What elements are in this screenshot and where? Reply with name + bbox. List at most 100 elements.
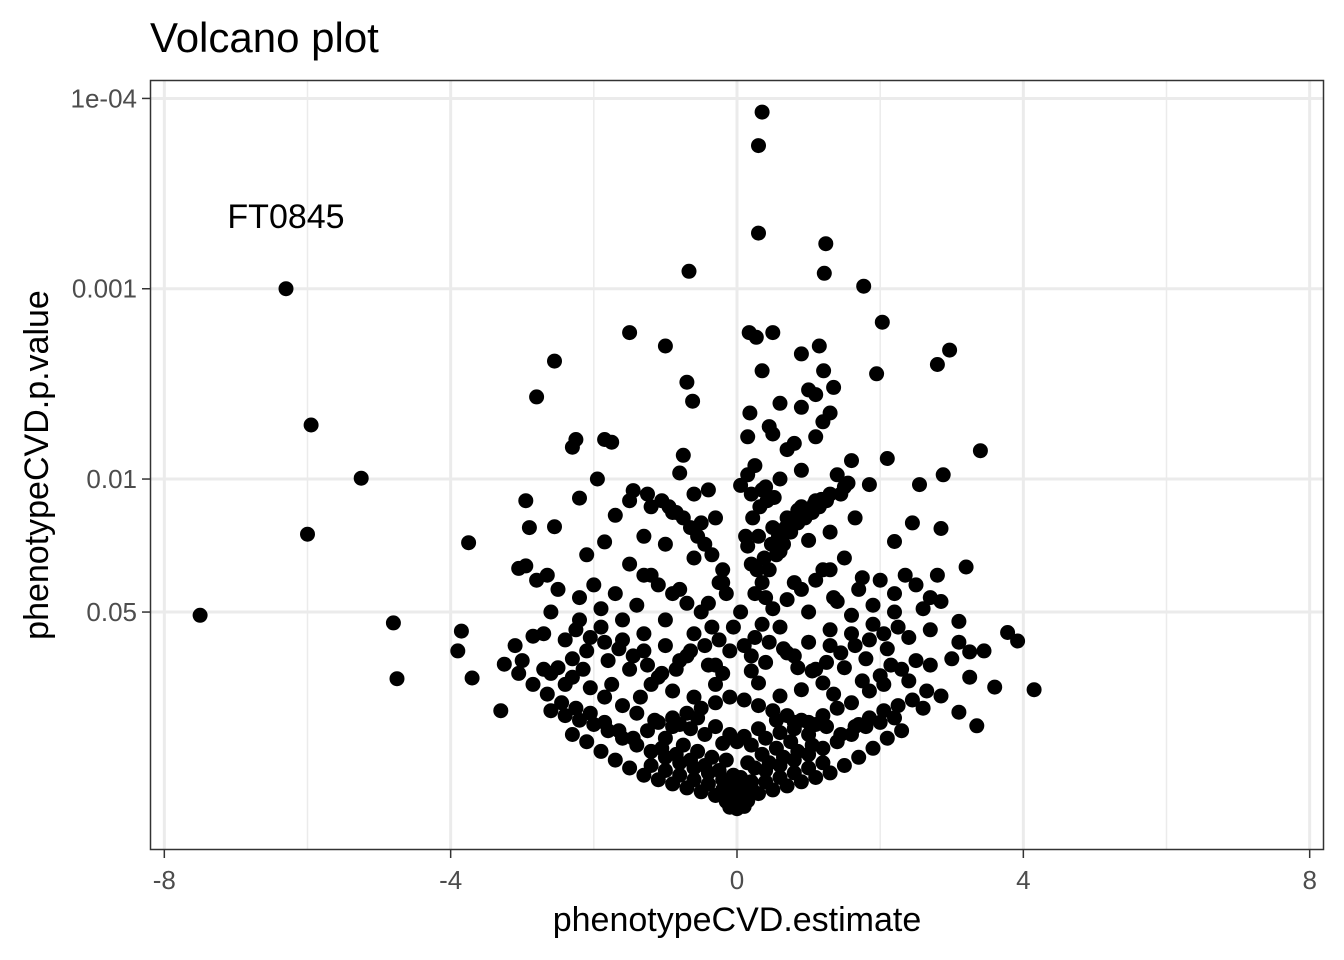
data-point (754, 575, 770, 591)
data-point (816, 363, 832, 379)
data-point (951, 634, 967, 650)
chart-title: Volcano plot (150, 14, 379, 61)
data-point (600, 723, 616, 739)
data-point (672, 755, 688, 771)
data-point (962, 669, 978, 685)
y-axis-label: phenotypeCVD.p.value (18, 290, 56, 640)
data-point (686, 689, 702, 705)
data-point (844, 626, 859, 642)
data-point (636, 528, 652, 544)
data-point (697, 638, 713, 654)
data-point (547, 519, 562, 535)
data-point (912, 477, 927, 493)
data-point (745, 510, 761, 526)
data-point (657, 638, 673, 654)
data-point (450, 643, 466, 659)
data-point (536, 661, 552, 677)
data-point (615, 698, 630, 714)
data-point (582, 705, 598, 721)
data-point (579, 547, 595, 563)
x-tick-label: -8 (153, 865, 176, 895)
data-point (579, 643, 595, 659)
y-tick-label: 1e-04 (71, 83, 138, 113)
data-point (564, 439, 580, 455)
data-point (829, 467, 845, 483)
data-point (643, 676, 659, 692)
data-point (908, 577, 924, 593)
data-point (679, 780, 695, 796)
data-point (811, 338, 827, 354)
data-point (278, 281, 294, 297)
data-point (665, 776, 681, 792)
data-point (640, 657, 655, 673)
data-point (625, 483, 641, 499)
data-point (636, 767, 652, 783)
data-point (593, 743, 609, 759)
data-point (751, 698, 766, 714)
data-point (826, 686, 842, 702)
data-point (915, 700, 931, 716)
data-point (650, 577, 666, 593)
data-point (640, 486, 655, 502)
data-point (611, 641, 627, 657)
data-point (582, 630, 598, 645)
data-point (901, 630, 917, 645)
data-point (704, 547, 720, 563)
data-point (675, 447, 691, 463)
x-tick-label: -4 (439, 865, 462, 895)
data-point (622, 661, 638, 677)
data-point (748, 329, 764, 345)
data-point (756, 550, 772, 566)
data-point (572, 712, 587, 728)
data-point (722, 727, 738, 742)
data-point (768, 712, 784, 728)
data-point (836, 550, 852, 566)
data-point (493, 703, 509, 719)
data-point (822, 524, 838, 540)
data-point (597, 689, 613, 705)
data-point (389, 671, 405, 687)
data-point (657, 338, 673, 354)
data-point (808, 387, 824, 403)
data-point (564, 651, 580, 667)
data-point (708, 719, 723, 735)
data-point (758, 479, 774, 495)
data-point (629, 597, 645, 613)
data-point (887, 710, 902, 726)
data-point (529, 389, 545, 405)
data-point (844, 453, 859, 469)
data-point (586, 717, 602, 732)
data-point (550, 660, 566, 676)
data-point (722, 689, 738, 705)
data-point (521, 520, 537, 536)
data-point (901, 673, 917, 689)
data-point (765, 426, 781, 442)
data-point (758, 654, 774, 670)
data-point (822, 765, 838, 781)
data-point (742, 405, 758, 421)
data-point (861, 477, 877, 493)
data-point (525, 676, 541, 692)
data-point (507, 638, 523, 654)
data-point (858, 651, 874, 667)
data-point (554, 695, 570, 711)
data-point (935, 467, 951, 483)
data-point (944, 651, 960, 667)
data-point (589, 471, 605, 487)
data-point (582, 680, 598, 696)
data-point (816, 265, 832, 281)
data-point (851, 749, 867, 765)
data-point (776, 641, 791, 657)
data-point (564, 727, 580, 742)
data-point (826, 379, 842, 395)
data-point (511, 665, 527, 681)
data-point (951, 613, 967, 629)
data-point (672, 465, 688, 481)
data-point (668, 661, 684, 677)
x-tick-label: 8 (1302, 865, 1316, 895)
data-point (665, 683, 681, 699)
data-point (593, 601, 609, 617)
data-point (793, 462, 809, 478)
data-point (922, 622, 938, 638)
data-point (929, 567, 945, 583)
